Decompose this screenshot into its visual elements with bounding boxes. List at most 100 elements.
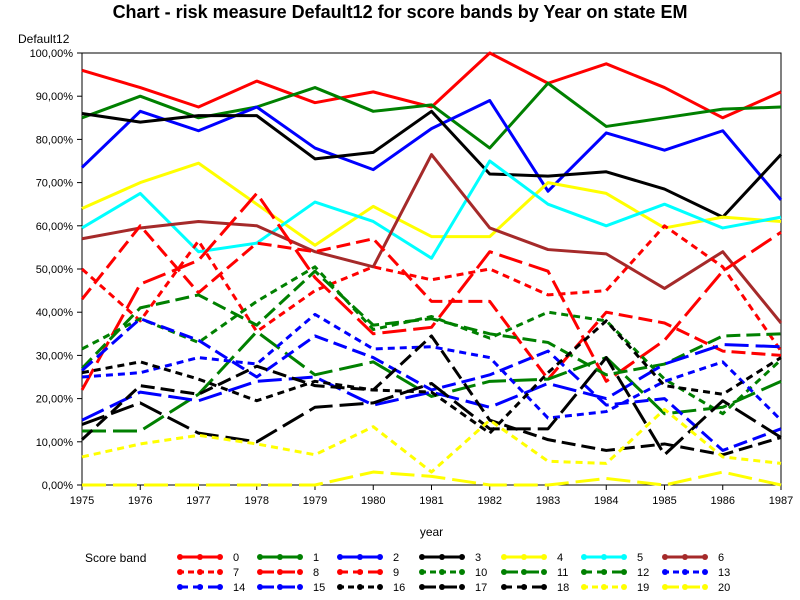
series-line-5: [81, 159, 782, 260]
y-tick-label: 50,00%: [36, 264, 74, 276]
legend-marker: [682, 584, 688, 590]
series-line-9: [80, 224, 782, 381]
legend-label-4: 4: [557, 552, 563, 564]
legend-label-2: 2: [393, 552, 399, 564]
x-tick-label: 1986: [711, 495, 735, 507]
legend-title: Score band: [85, 551, 146, 565]
legend-marker: [702, 554, 708, 560]
legend-marker: [277, 554, 283, 560]
legend-marker: [581, 584, 587, 590]
legend-label-19: 19: [637, 582, 649, 594]
legend-label-20: 20: [718, 582, 730, 594]
legend-marker: [297, 569, 303, 575]
x-tick-label: 1987: [769, 495, 793, 507]
series-line-6: [81, 153, 783, 324]
series-line-18: [80, 334, 782, 457]
legend-marker: [702, 569, 708, 575]
y-tick-label: 80,00%: [36, 134, 74, 146]
series-line-1: [81, 81, 782, 150]
x-tick-label: 1977: [186, 495, 210, 507]
series-line-12: [80, 269, 782, 377]
series-line-14: [81, 317, 782, 452]
legend-marker: [541, 569, 547, 575]
legend-marker: [501, 554, 507, 560]
legend-marker: [257, 569, 263, 575]
y-tick-label: 90,00%: [36, 91, 74, 103]
legend-marker: [257, 584, 263, 590]
legend-marker: [662, 554, 668, 560]
legend-marker: [177, 584, 183, 590]
legend-marker: [439, 554, 445, 560]
legend-label-13: 13: [718, 567, 730, 579]
legend-label-6: 6: [718, 552, 724, 564]
legend-label-17: 17: [475, 582, 487, 594]
legend-label-16: 16: [393, 582, 405, 594]
legend-marker: [459, 569, 465, 575]
legend-marker: [541, 584, 547, 590]
series-line-16: [81, 319, 782, 435]
x-tick-label: 1978: [245, 495, 269, 507]
legend-marker: [257, 554, 263, 560]
y-tick-label: 20,00%: [36, 394, 74, 406]
legend-marker: [419, 554, 425, 560]
legend-marker: [601, 569, 607, 575]
x-tick-label: 1979: [303, 495, 327, 507]
series-line-20: [82, 470, 782, 487]
legend-label-0: 0: [233, 552, 239, 564]
series-line-7: [81, 224, 783, 352]
y-tick-label: 100,00%: [30, 48, 74, 60]
legend-marker: [621, 584, 627, 590]
legend-label-18: 18: [557, 582, 569, 594]
legend-marker: [521, 554, 527, 560]
legend-label-3: 3: [475, 552, 481, 564]
legend-marker: [621, 569, 627, 575]
legend-marker: [682, 554, 688, 560]
legend-marker: [357, 569, 363, 575]
chart-title: Chart - risk measure Default12 for score…: [112, 2, 688, 22]
legend-marker: [419, 584, 425, 590]
legend-label-15: 15: [313, 582, 325, 594]
x-tick-label: 1975: [70, 495, 94, 507]
series-line-17: [81, 356, 782, 457]
x-tick-label: 1981: [419, 495, 443, 507]
legend-marker: [217, 554, 223, 560]
legend-marker: [459, 584, 465, 590]
y-tick-label: 30,00%: [36, 350, 74, 362]
legend-marker: [377, 584, 383, 590]
legend-marker: [177, 569, 183, 575]
series-line-19: [81, 407, 782, 474]
legend-marker: [297, 554, 303, 560]
legend-marker: [217, 584, 223, 590]
legend-marker: [541, 554, 547, 560]
series-line-8: [80, 191, 782, 391]
legend-marker: [277, 584, 283, 590]
legend-marker: [682, 569, 688, 575]
legend-marker: [337, 584, 343, 590]
y-tick-label: 10,00%: [36, 437, 74, 449]
series-line-10: [81, 265, 783, 416]
series-line-11: [82, 330, 782, 433]
legend-marker: [581, 569, 587, 575]
y-tick-label: 60,00%: [36, 221, 74, 233]
legend-label-7: 7: [233, 567, 239, 579]
legend-marker: [439, 584, 445, 590]
legend-marker: [419, 569, 425, 575]
x-tick-label: 1980: [361, 495, 385, 507]
legend-marker: [521, 584, 527, 590]
legend-marker: [662, 584, 668, 590]
legend-marker: [377, 554, 383, 560]
legend-marker: [217, 569, 223, 575]
legend-marker: [459, 554, 465, 560]
x-tick-label: 1976: [128, 495, 152, 507]
series-line-0: [81, 51, 782, 120]
legend-marker: [581, 554, 587, 560]
legend-marker: [702, 584, 708, 590]
x-axis-label: year: [420, 525, 443, 539]
legend-marker: [439, 569, 445, 575]
legend-label-12: 12: [637, 567, 649, 579]
legend-label-11: 11: [557, 567, 568, 579]
legend-marker: [337, 569, 343, 575]
x-tick-label: 1985: [652, 495, 676, 507]
legend-marker: [337, 554, 343, 560]
